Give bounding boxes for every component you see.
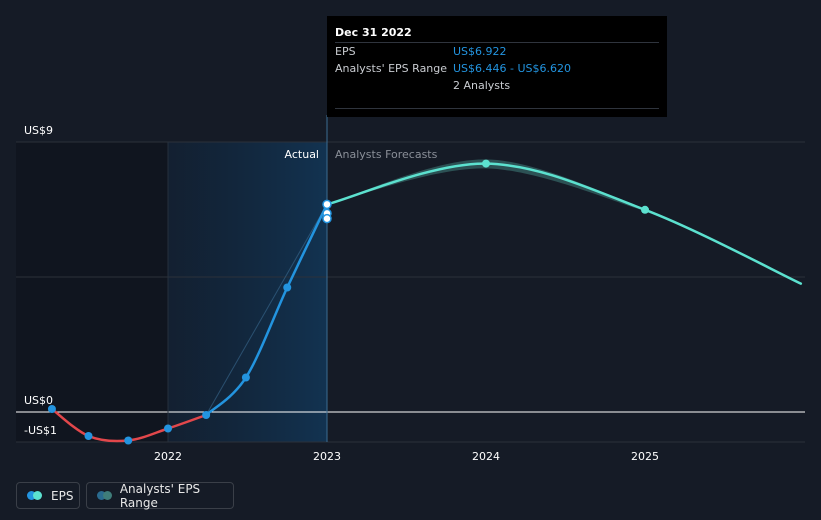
x-axis-tick-label: 2022 [154, 450, 182, 463]
data-point [124, 436, 133, 445]
tooltip-row-analysts: 2 Analysts [335, 77, 659, 94]
data-point [482, 159, 490, 168]
x-axis-tick-label: 2025 [631, 450, 659, 463]
series-markers [47, 159, 649, 445]
series-lines [50, 162, 803, 443]
series-line [204, 203, 329, 417]
legend-range-button[interactable]: Analysts' EPS Range [86, 481, 234, 510]
tooltip-value: US$6.922 [453, 45, 507, 58]
actual-section-label: Actual [285, 148, 319, 161]
eps-dots-icon [27, 490, 43, 501]
range-dots-icon [97, 490, 112, 501]
tooltip-value: US$6.446 - US$6.620 [453, 62, 572, 75]
y-axis-label: US$0 [24, 394, 53, 407]
data-point [283, 283, 292, 292]
tooltip-key [335, 77, 453, 94]
trend-guide [205, 204, 328, 416]
actual-shade [168, 142, 327, 442]
legend-eps-label: EPS [51, 488, 74, 503]
x-axis-tick-label: 2024 [472, 450, 500, 463]
series-line [325, 162, 803, 285]
tooltip: Dec 31 2022 EPS US$6.922 Analysts' EPS R… [327, 16, 667, 117]
axis-labels: US$9 US$0 -US$1 2022 2023 2024 2025 [24, 124, 659, 463]
tooltip-date: Dec 31 2022 [335, 26, 412, 39]
data-point [641, 205, 649, 214]
data-point [84, 432, 93, 440]
tooltip-row-range: Analysts' EPS Range US$6.446 - US$6.620 [335, 60, 659, 77]
tooltip-key: EPS [335, 45, 356, 58]
pre-actual-shade [16, 142, 168, 442]
data-point [322, 199, 332, 210]
x-axis-tick-label: 2023 [313, 450, 341, 463]
data-point [47, 405, 56, 413]
gridlines [16, 141, 805, 443]
forecast-section-label: Analysts Forecasts [335, 148, 438, 161]
tooltip-divider [335, 108, 659, 109]
tooltip-analyst-count: 2 Analysts [453, 79, 511, 92]
data-point [164, 424, 172, 433]
legend-eps-button[interactable]: EPS [16, 482, 80, 509]
y-axis-label: -US$1 [24, 424, 57, 437]
data-point [202, 411, 211, 419]
tooltip-key: Analysts' EPS Range [335, 62, 448, 75]
legend-range-label: Analysts' EPS Range [119, 481, 201, 510]
y-axis-label: US$9 [24, 124, 53, 137]
tooltip-row-eps: EPS US$6.922 [335, 42, 659, 60]
data-point [241, 373, 250, 382]
data-point [322, 213, 332, 224]
